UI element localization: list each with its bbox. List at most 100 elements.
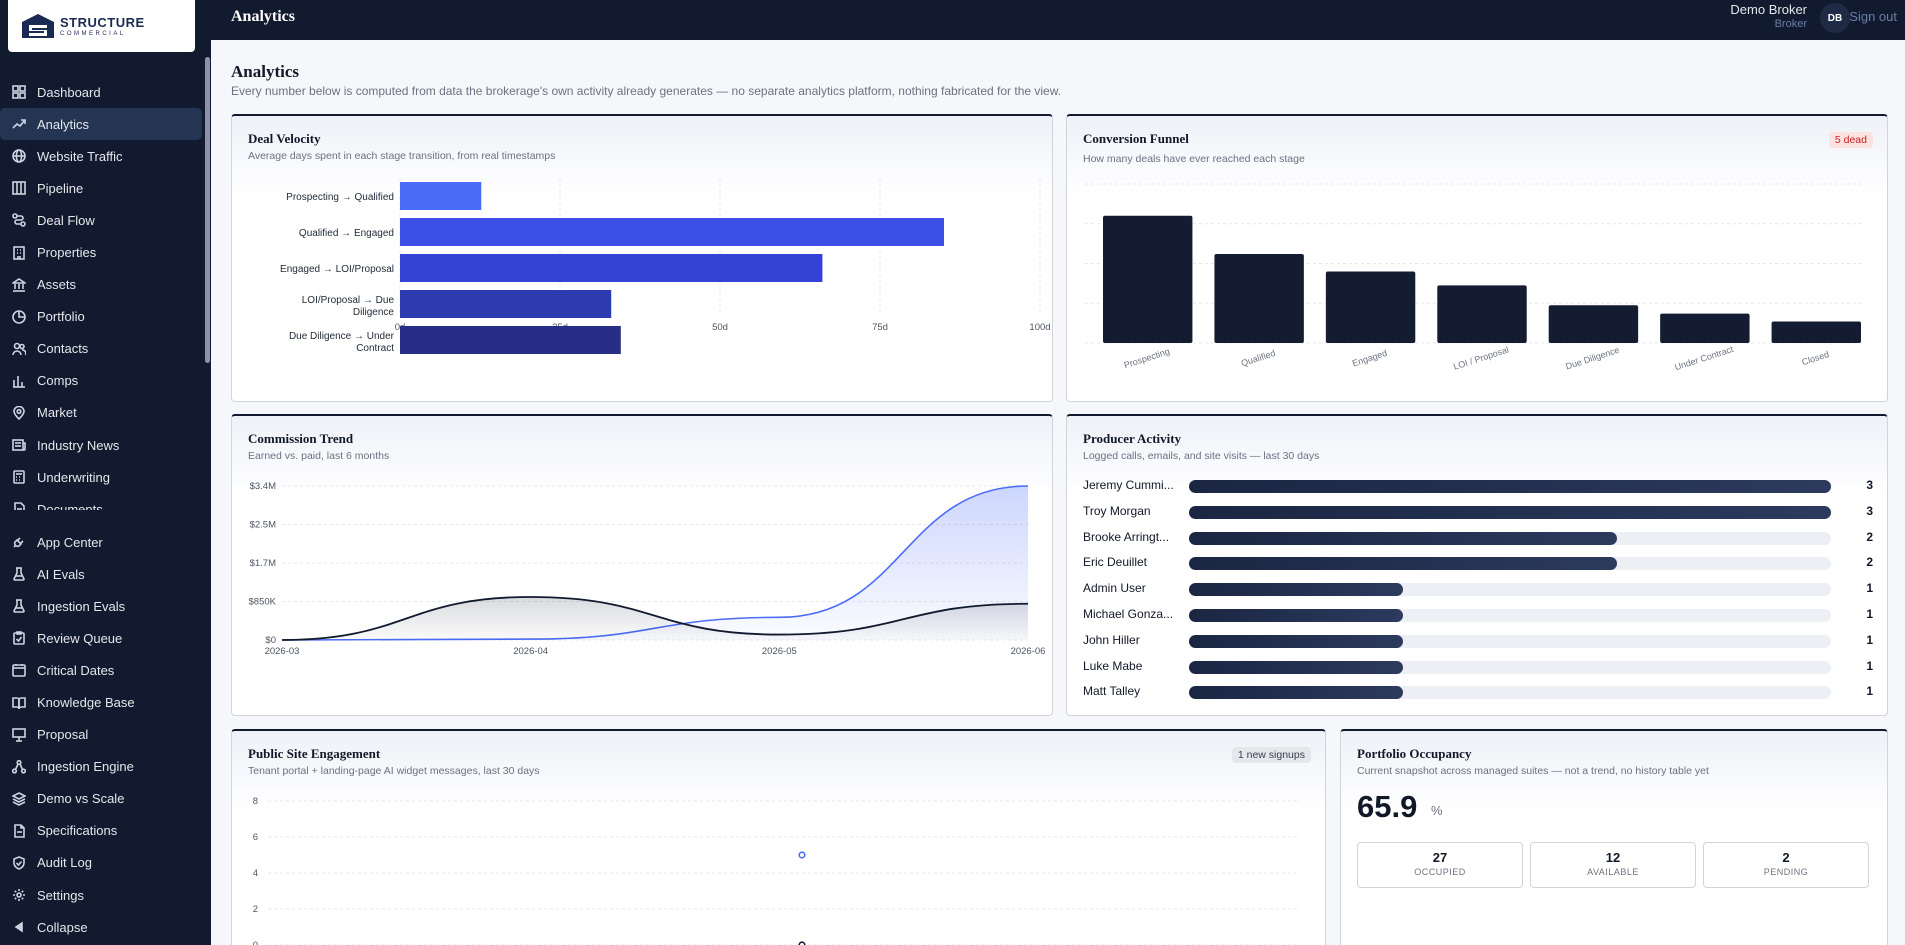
sidebar-item-assets[interactable]: Assets: [0, 269, 202, 301]
flow-icon: [12, 213, 26, 228]
newspaper-icon: [12, 438, 26, 452]
sidebar-item-proposal[interactable]: Proposal: [0, 719, 202, 751]
producer-name: Troy Morgan: [1083, 503, 1151, 518]
commission-area: [282, 596, 1028, 640]
engagement-y-tick: 4: [253, 868, 258, 879]
clipboard-icon: [12, 631, 26, 646]
sidebar-item-specifications[interactable]: Specifications: [0, 815, 202, 847]
sidebar-item-ingestion-engine[interactable]: Ingestion Engine: [0, 751, 202, 783]
pie-icon: [12, 309, 26, 324]
producer-bar-track: [1189, 686, 1831, 700]
velocity-category-label: Prospecting → Qualified: [286, 192, 394, 203]
producer-bar: [1189, 480, 1831, 493]
engagement-y-tick: 8: [253, 796, 258, 807]
sidebar-item-collapse[interactable]: Collapse: [0, 911, 202, 943]
producer-bar: [1189, 557, 1617, 571]
sidebar-item-portfolio[interactable]: Portfolio: [0, 301, 202, 333]
sidebar-item-industry-news[interactable]: Industry News: [0, 429, 202, 461]
sidebar-scrollbar[interactable]: [205, 57, 210, 363]
velocity-category-label: Engaged → LOI/Proposal: [280, 264, 394, 275]
producer-bar-track: [1189, 660, 1831, 674]
occupancy-unit: %: [1431, 803, 1443, 818]
producer-bar: [1189, 531, 1617, 545]
producer-name: Eric Deuillet: [1083, 555, 1148, 570]
available-label: AVAILABLE: [1587, 867, 1639, 877]
producer-bar: [1189, 660, 1403, 674]
logo-line1: STRUCTURE: [60, 14, 145, 30]
sidebar-item-contacts[interactable]: Contacts: [0, 333, 202, 365]
sidebar-item-market[interactable]: Market: [0, 397, 202, 429]
stack-icon: [12, 374, 26, 388]
deal-velocity-card: Deal Velocity Average days spent in each…: [231, 114, 1053, 402]
sidebar-item-comps[interactable]: Comps: [0, 365, 202, 397]
sidebar-item-label: Audit Log: [37, 855, 92, 871]
producer-bar: [1189, 505, 1831, 519]
producer-name: John Hiller: [1083, 632, 1140, 647]
velocity-category-label: LOI/Proposal → Due Diligence: [302, 295, 395, 318]
producer-row: Jeremy Cummi... 3: [1083, 478, 1875, 494]
producer-count: 1: [1866, 581, 1873, 596]
sidebar-item-underwriting[interactable]: Underwriting: [0, 461, 202, 493]
collapse-icon: [12, 920, 26, 934]
funnel-bar: [1214, 253, 1304, 343]
commission-x-tick: 2026-06: [1011, 646, 1046, 657]
conversion-funnel-chart: Prospecting Qualified Engaged LOI / Proposa…: [1085, 183, 1865, 372]
sidebar-item-properties[interactable]: Properties: [0, 236, 202, 268]
commission-x-tick: 2026-04: [513, 646, 548, 657]
sidebar-item-critical-dates[interactable]: Critical Dates: [0, 654, 202, 686]
sidebar-item-label: Contacts: [37, 341, 89, 357]
commission-y-tick: $1.7M: [250, 558, 276, 569]
avatar[interactable]: DB: [1820, 3, 1850, 33]
sidebar-item-app-center[interactable]: App Center: [0, 526, 202, 558]
sidebar-item-label: Specifications: [37, 823, 118, 839]
producer-name: Matt Talley: [1083, 684, 1141, 699]
user-name: Demo Broker: [1730, 2, 1807, 17]
funnel-category-label: Engaged: [1351, 348, 1388, 369]
grid-icon: [12, 85, 26, 99]
funnel-bar: [1103, 215, 1193, 343]
sidebar-item-label: Comps: [37, 373, 79, 389]
plug-icon: [12, 535, 26, 549]
conversion-funnel-title: Conversion Funnel: [1083, 131, 1189, 146]
available-stat: 12 AVAILABLE: [1530, 842, 1696, 888]
conversion-funnel-subtitle: How many deals have ever reached each st…: [1083, 153, 1305, 165]
commission-y-tick: $2.5M: [250, 520, 276, 531]
dead-deals-badge: 5 dead: [1828, 132, 1873, 148]
calculator-icon: [12, 470, 26, 484]
producer-bar: [1189, 609, 1403, 622]
sidebar-item-label: Deal Flow: [37, 212, 95, 228]
public-engagement-title: Public Site Engagement: [248, 746, 381, 761]
velocity-category-label: Due Diligence → Under Contract: [289, 331, 395, 354]
logo-mark-icon: [20, 12, 56, 40]
sidebar-item-label: Website Traffic: [37, 148, 123, 164]
sidebar-item-ai-evals[interactable]: AI Evals: [0, 558, 202, 590]
logo[interactable]: STRUCTURE COMMERCIAL: [8, 0, 195, 52]
sidebar-item-settings[interactable]: Settings: [0, 879, 202, 911]
sidebar-item-ingestion-evals[interactable]: Ingestion Evals: [0, 590, 202, 622]
sidebar-item-demo-vs-scale[interactable]: Demo vs Scale: [0, 783, 202, 815]
sidebar-item-deal-flow[interactable]: Deal Flow: [0, 204, 202, 236]
producer-name: Jeremy Cummi...: [1083, 478, 1174, 492]
sidebar-item-documents[interactable]: Documents: [0, 493, 202, 510]
sidebar-item-knowledge-base[interactable]: Knowledge Base: [0, 686, 202, 718]
sidebar-item-label: Dashboard: [37, 84, 101, 100]
globe-icon: [12, 149, 26, 164]
engagement-y-tick: 2: [253, 904, 258, 915]
occupancy-value: 65.9: [1357, 789, 1418, 824]
velocity-category-label: Qualified → Engaged: [299, 228, 394, 239]
deal-velocity-title: Deal Velocity: [248, 131, 321, 146]
producer-count: 2: [1866, 555, 1873, 570]
sidebar-item-analytics[interactable]: Analytics: [0, 108, 202, 141]
sidebar-item-pipeline[interactable]: Pipeline: [0, 172, 202, 204]
sidebar-item-audit-log[interactable]: Audit Log: [0, 847, 202, 879]
sidebar-item-label: Portfolio: [37, 309, 85, 325]
signout-link[interactable]: Sign out: [1849, 9, 1897, 24]
pin-icon: [12, 405, 26, 420]
sidebar-item-dashboard[interactable]: Dashboard: [0, 76, 202, 108]
producer-count: 1: [1866, 684, 1873, 699]
sidebar-item-website-traffic[interactable]: Website Traffic: [0, 140, 202, 172]
sidebar-item-review-queue[interactable]: Review Queue: [0, 622, 202, 654]
funnel-bar: [1771, 321, 1861, 343]
velocity-x-tick: 50d: [712, 322, 728, 333]
producer-count: 1: [1866, 607, 1873, 621]
